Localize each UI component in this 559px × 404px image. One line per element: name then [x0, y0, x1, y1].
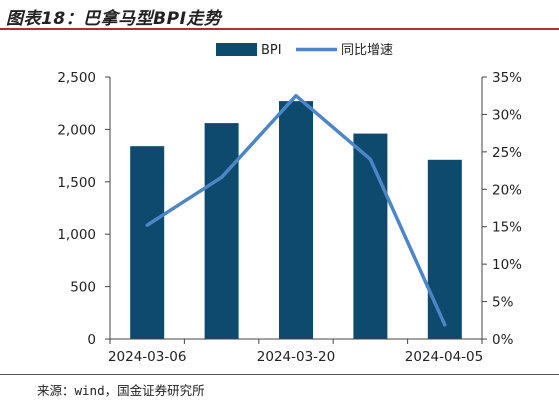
y-right-tick-label: 20%	[492, 182, 522, 198]
legend-yoy-label: 同比增速	[341, 43, 393, 58]
bar-2024-03-27	[353, 133, 388, 339]
y-left-tick-label: 2,500	[57, 70, 96, 86]
bar-2024-04-05	[427, 159, 462, 339]
bar-2024-03-20	[279, 101, 313, 339]
bar-series	[130, 101, 462, 339]
y-left-tick-label: 1,000	[57, 227, 96, 243]
x-tick-label: 2024-04-05	[405, 349, 483, 365]
y-right-tick-label: 30%	[492, 107, 522, 123]
x-tick-label: 2024-03-06	[108, 349, 186, 365]
legend: BPI 同比增速	[216, 43, 393, 58]
y-right-tick-label: 25%	[492, 145, 522, 161]
y-right-tick-label: 10%	[492, 257, 522, 273]
y-right-tick-label: 15%	[492, 220, 522, 236]
y-left-tick-label: 0	[87, 332, 96, 348]
bar-2024-03-06	[130, 146, 165, 339]
bar-2024-03-13	[204, 123, 239, 339]
y-right-tick-label: 35%	[492, 70, 522, 86]
axes: 0 500 1,000 1,500 2,000 2,500 0% 5% 10% 15% 20% 25%…	[57, 70, 522, 365]
x-tick-label: 2024-03-20	[257, 349, 335, 365]
y-left-tick-label: 2,000	[57, 122, 96, 138]
source-note: 来源：wind，国金证券研究所	[37, 383, 205, 398]
source-rule	[0, 374, 559, 375]
legend-bpi-label: BPI	[261, 43, 282, 58]
y-left-tick-label: 500	[70, 280, 96, 296]
y-right-tick-label: 0%	[492, 332, 514, 348]
title-bar: 图表18：巴拿马型BPI走势	[0, 0, 559, 30]
legend-bpi-swatch	[216, 43, 257, 56]
y-right-tick-label: 5%	[492, 295, 514, 311]
line-series	[145, 93, 447, 327]
y-left-tick-label: 1,500	[57, 175, 96, 191]
chart-title: 图表18：巴拿马型BPI走势	[6, 9, 222, 29]
